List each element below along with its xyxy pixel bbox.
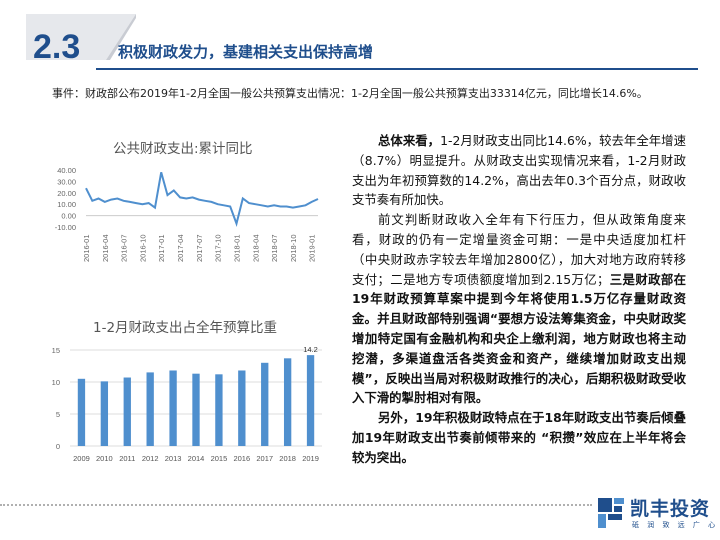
company-name: 凯丰投资: [630, 498, 711, 520]
paragraph-3: 另外，19年积极财政特点在于18年财政支出节奏后倾叠加19年财政支出节奏前倾带来…: [352, 408, 686, 467]
event-text: 事件：财政部公布2019年1-2月全国一般公共预算支出情况：1-2月全国一般公共…: [52, 87, 648, 100]
chart2-bar: [192, 373, 200, 446]
chart1-series-line: [85, 172, 319, 227]
chart1-y-tick-label: 40.00: [57, 166, 76, 175]
chart1-x-tick-label: 2019-01: [308, 234, 317, 262]
chart2-x-tick-label: 2016: [233, 454, 250, 463]
chart1-y-tick-label: 30.00: [57, 177, 76, 186]
chart1-x-tick-label: 2017-10: [214, 234, 223, 262]
chart2-x-tick-label: 2012: [142, 454, 159, 463]
chart2-x-tick-label: 2009: [73, 454, 90, 463]
chart2-data-label: 14.2: [303, 345, 318, 354]
chart1-x-tick-label: 2018-07: [270, 234, 279, 262]
page-title: 积极财政发力，基建相关支出保持高增: [118, 43, 374, 61]
chart2-bar: [283, 358, 292, 446]
section-number: 2.3: [33, 28, 81, 66]
chart2-bar: [238, 370, 246, 446]
chart2-x-tick-label: 2011: [119, 454, 135, 463]
chart1-x-tick-label: 2017-07: [195, 234, 204, 262]
chart2-x-tick-label: 2018: [279, 454, 296, 463]
chart2-bar: [100, 381, 109, 446]
footer-divider: [0, 504, 592, 506]
chart2-y-tick-label: 15: [52, 346, 60, 355]
chart2-x-tick-label: 2015: [211, 454, 228, 463]
p3-bold: 另外，19年积极财政特点在于18年财政支出节奏后倾叠加19年财政支出节奏前倾带来…: [352, 410, 686, 465]
p2-bold: 三是财政部在19年财政预算草案中提到今年将使用1.5万亿存量财政资金。并且财政部…: [352, 271, 687, 406]
chart1-x-tick-label: 2016-01: [82, 234, 91, 262]
chart2-y-tick-label: 0: [56, 442, 60, 451]
chart1-title: 公共财政支出:累计同比: [113, 141, 253, 157]
chart2-bar: [146, 372, 154, 446]
chart2-bar: [306, 355, 315, 446]
chart2-x-tick-label: 2019: [302, 454, 319, 463]
chart2-x-tick-label: 2010: [96, 454, 113, 463]
chart1-x-tick-label: 2016-07: [120, 234, 129, 262]
company-logo-icon: [598, 498, 624, 528]
chart1-x-tick-label: 2018-10: [289, 234, 298, 262]
chart1-y-tick-label: -10.00: [55, 223, 76, 232]
paragraph-1: 总体来看，1-2月财政支出同比14.6%，较去年全年增速（8.7%）明显提升。从…: [352, 131, 686, 210]
chart1-y-tick-label: 0.00: [61, 212, 76, 221]
chart2-bar: [169, 370, 177, 446]
chart1-x-tick-label: 2017-04: [176, 234, 185, 262]
chart1-x-tick-label: 2016-04: [101, 234, 110, 262]
paragraph-2: 前文判断财政收入全年有下行压力，但从政策角度来看，财政的仍有一定增量资金可期：一…: [352, 210, 686, 408]
chart2-title: 1-2月财政支出占全年预算比重: [93, 320, 278, 336]
chart2-bar: [261, 362, 269, 446]
chart2-bar: [215, 374, 223, 446]
p2-body: 前文判断财政收入全年有下行压力，但从政策角度来看，财政的仍有一定增量资金可期：一…: [352, 212, 686, 287]
chart2-bar: [123, 377, 131, 446]
chart2-bar: [77, 378, 86, 446]
chart1-x-tick-label: 2018-01: [232, 234, 241, 262]
title-underline: [96, 68, 698, 70]
p1-lead: 总体来看，: [378, 133, 441, 148]
chart1-y-tick-label: 20.00: [57, 189, 76, 198]
section-tab-decoration: [26, 14, 136, 60]
chart2-y-tick-label: 10: [52, 378, 60, 387]
chart1-y-tick-label: 10.00: [57, 200, 76, 209]
company-slogan: 砥 润 致 远 广 心: [632, 521, 719, 529]
p1-body: 1-2月财政支出同比14.6%，较去年全年增速（8.7%）明显提升。从财政支出实…: [352, 133, 686, 208]
chart2-y-tick-label: 5: [56, 410, 60, 419]
chart1-x-tick-label: 2018-04: [251, 234, 260, 262]
chart1-x-tick-label: 2016-10: [138, 234, 147, 262]
analysis-text: 总体来看，1-2月财政支出同比14.6%，较去年全年增速（8.7%）明显提升。从…: [352, 131, 686, 468]
chart2-x-tick-label: 2014: [188, 454, 205, 463]
chart2-x-tick-label: 2017: [256, 454, 273, 463]
chart1-x-tick-label: 2017-01: [157, 234, 166, 262]
chart2-x-tick-label: 2013: [165, 454, 182, 463]
